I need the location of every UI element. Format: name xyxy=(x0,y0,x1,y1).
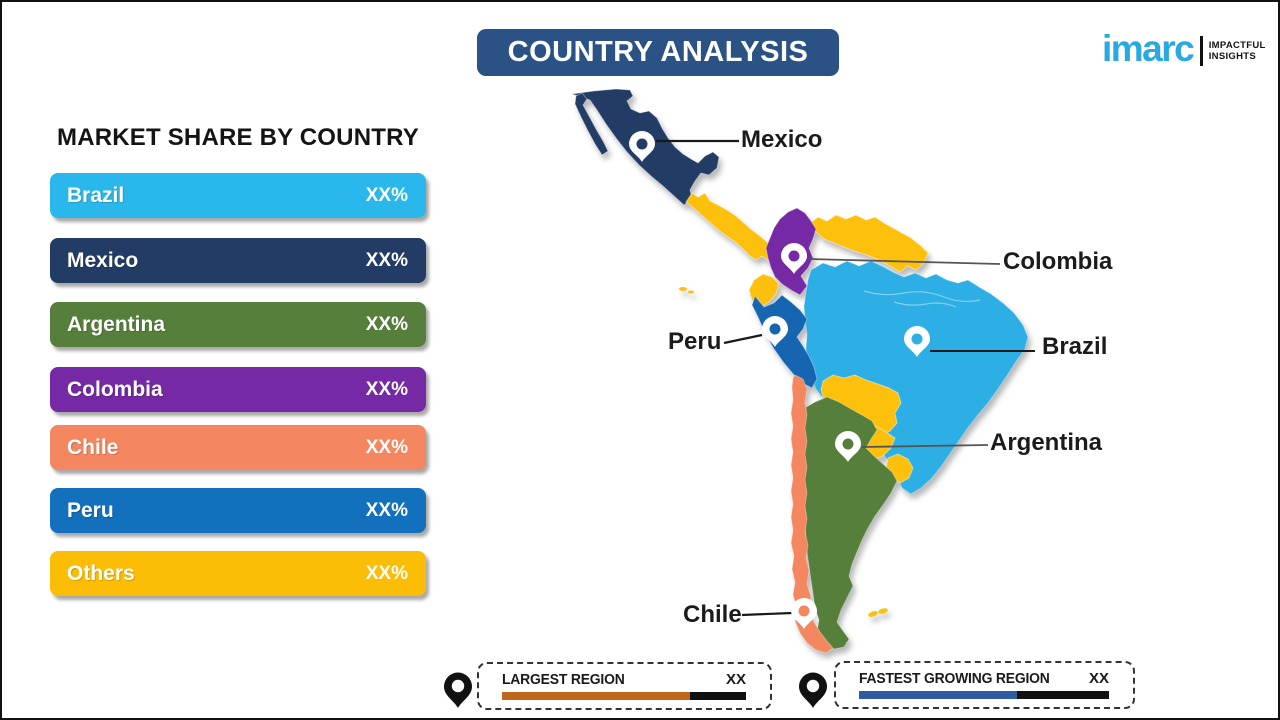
share-bar-peru: Peru XX% xyxy=(50,488,426,533)
bar-value: XX% xyxy=(365,499,408,521)
bar-label: Others xyxy=(67,561,135,585)
legend-label: FASTEST GROWING REGION xyxy=(859,670,1050,687)
bar-value: XX% xyxy=(365,249,408,271)
legend-value: XX xyxy=(725,670,746,688)
logo-tagline: IMPACTFUL INSIGHTS xyxy=(1208,39,1266,62)
map-pin-argentina xyxy=(835,431,861,462)
legend-bar xyxy=(859,690,1109,699)
bar-label: Peru xyxy=(67,498,114,522)
map-label-colombia: Colombia xyxy=(1003,248,1113,275)
map-label-brazil: Brazil xyxy=(1042,333,1108,360)
share-bar-colombia: Colombia XX% xyxy=(50,367,426,412)
share-bar-others: Others XX% xyxy=(50,551,426,596)
country-mexico-baja xyxy=(574,92,609,156)
share-bar-mexico: Mexico XX% xyxy=(50,238,426,283)
bar-label: Brazil xyxy=(67,183,125,207)
map-pin-chile xyxy=(791,598,817,629)
country-venezuela-guianas xyxy=(808,214,929,273)
imarc-logo-text: imarc xyxy=(1102,28,1195,70)
bar-value: XX% xyxy=(365,378,408,400)
bar-label: Mexico xyxy=(67,248,139,272)
largest-region-legend: LARGEST REGION XX xyxy=(477,662,772,710)
market-share-heading: MARKET SHARE BY COUNTRY xyxy=(57,124,419,151)
bar-label: Chile xyxy=(67,435,119,459)
fastest-growing-region-legend: FASTEST GROWING REGION XX xyxy=(834,661,1135,709)
legend-bar-secondary xyxy=(1016,690,1109,699)
logo-divider xyxy=(1200,36,1203,66)
map-pin-colombia xyxy=(781,243,807,274)
latam-map-svg xyxy=(571,88,1035,654)
legend-label: LARGEST REGION xyxy=(502,671,625,688)
map-pin-peru xyxy=(762,316,788,347)
imarc-logo: imarc IMPACTFUL INSIGHTS xyxy=(1102,28,1266,70)
amazon-river-lines xyxy=(863,290,981,308)
legend-bar-secondary xyxy=(689,691,746,700)
country-brazil xyxy=(803,260,1029,495)
map-label-argentina: Argentina xyxy=(990,429,1103,456)
country-chile xyxy=(790,374,834,654)
legend-bar xyxy=(502,691,746,700)
fastest-growing-region-pin-icon xyxy=(799,672,827,708)
galapagos-islands xyxy=(679,287,694,294)
share-bar-chile: Chile XX% xyxy=(50,425,426,470)
falkland-islands xyxy=(868,608,888,617)
map-pin-mexico xyxy=(629,131,655,162)
latam-map xyxy=(564,84,1142,662)
map-label-peru: Peru xyxy=(668,328,722,355)
bar-value: XX% xyxy=(365,313,408,335)
share-bar-argentina: Argentina XX% xyxy=(50,302,426,347)
map-label-chile: Chile xyxy=(683,601,742,628)
bar-value: XX% xyxy=(365,436,408,458)
legend-bar-primary xyxy=(859,690,1017,699)
bar-value: XX% xyxy=(365,184,408,206)
bar-value: XX% xyxy=(365,562,408,584)
share-bar-brazil: Brazil XX% xyxy=(50,173,426,218)
legend-bar-primary xyxy=(502,691,690,700)
bar-label: Colombia xyxy=(67,377,163,401)
legend-value: XX xyxy=(1088,669,1109,687)
label-connector-lines xyxy=(656,139,1035,617)
largest-region-pin-icon xyxy=(444,672,472,708)
bar-label: Argentina xyxy=(67,312,166,336)
page-title: COUNTRY ANALYSIS xyxy=(477,29,839,76)
country-central-america xyxy=(685,192,777,262)
map-label-mexico: Mexico xyxy=(741,126,823,153)
map-pin-brazil xyxy=(904,326,930,357)
